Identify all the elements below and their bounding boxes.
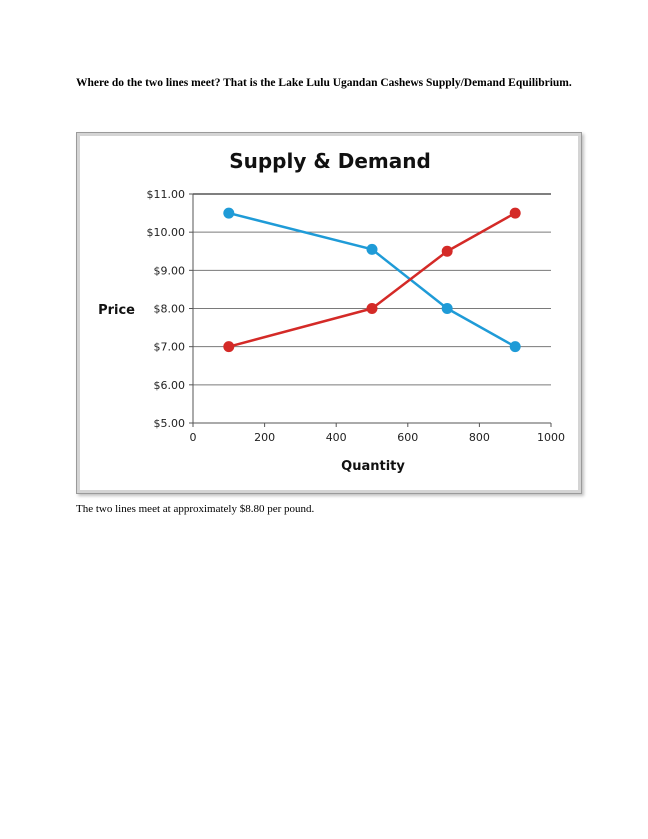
series-layer — [223, 207, 521, 353]
y-tick-label: $8.00 — [154, 303, 186, 316]
x-tick-label: 0 — [190, 431, 197, 444]
supply-demand-chart: Supply & Demand $5.00 $6.00 $7.00 $8.00 $9.0… — [98, 149, 566, 474]
x-tick-label: 600 — [397, 431, 418, 444]
data-point-1 — [366, 303, 378, 314]
data-point-0 — [366, 243, 378, 255]
data-point-0 — [441, 303, 453, 314]
x-tick-label: 400 — [326, 431, 347, 444]
x-tick-label: 800 — [469, 431, 490, 444]
series-line-1 — [228, 211, 516, 348]
y-tick-label: $9.00 — [154, 264, 186, 277]
y-tick-label: $10.00 — [147, 226, 186, 239]
y-tick-label: $11.00 — [147, 188, 186, 201]
y-tick-label: $5.00 — [154, 417, 186, 430]
data-point-0 — [509, 341, 521, 353]
chart-title: Supply & Demand — [229, 149, 431, 173]
x-tick-label: 200 — [254, 431, 275, 444]
data-point-1 — [441, 245, 453, 257]
question-text: Where do the two lines meet? That is the… — [76, 77, 572, 89]
y-tick-label: $6.00 — [154, 379, 186, 392]
x-tick-label: 1000 — [537, 431, 565, 444]
y-tick-label: $7.00 — [154, 341, 186, 354]
data-point-1 — [223, 341, 235, 353]
x-axis-label: Quantity — [341, 459, 405, 474]
y-axis-label: Price — [98, 303, 135, 318]
axes: $5.00 $6.00 $7.00 $8.00 $9.00 $10.00 $11.00 0 20… — [147, 188, 566, 444]
answer-text: The two lines meet at approximately $8.8… — [76, 503, 315, 515]
series-line-0 — [228, 211, 516, 348]
data-point-1 — [509, 207, 521, 219]
data-point-0 — [223, 207, 235, 219]
chart-frame: Supply & Demand $5.00 $6.00 $7.00 $8.00 $9.0… — [76, 132, 582, 494]
